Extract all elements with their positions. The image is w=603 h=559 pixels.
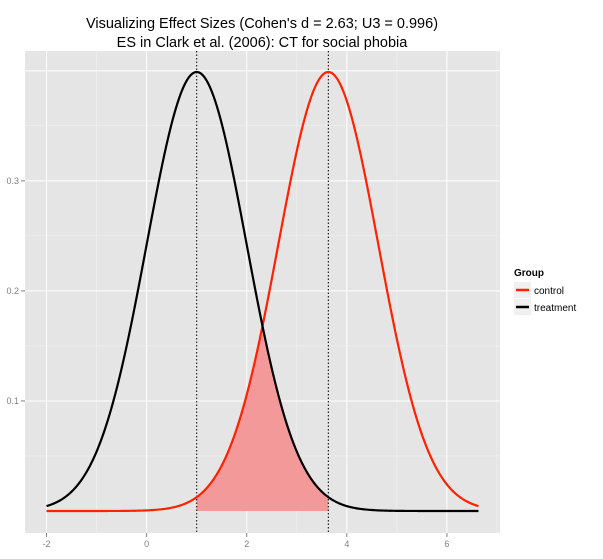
x-tick-label: 4 [344, 539, 349, 549]
chart-title: Visualizing Effect Sizes (Cohen's d = 2.… [86, 16, 438, 32]
legend-title: Group [514, 268, 544, 279]
density-line-treatment [46, 70, 479, 513]
x-tick-label: 6 [444, 539, 449, 549]
legend: Group control treatment [514, 268, 576, 315]
x-tick-label: -2 [43, 539, 51, 549]
chart-subtitle: ES in Clark et al. (2006): CT for social… [117, 35, 409, 51]
y-tick-label: 0.2 [6, 286, 19, 296]
legend-label-treatment: treatment [534, 303, 576, 314]
shaded-overlap-area [196, 326, 329, 511]
y-tick-label: 0.1 [6, 396, 19, 406]
legend-label-control: control [534, 286, 564, 297]
x-tick-label: 0 [144, 539, 149, 549]
y-tick-label: 0.3 [6, 176, 19, 186]
x-tick-label: 2 [244, 539, 249, 549]
